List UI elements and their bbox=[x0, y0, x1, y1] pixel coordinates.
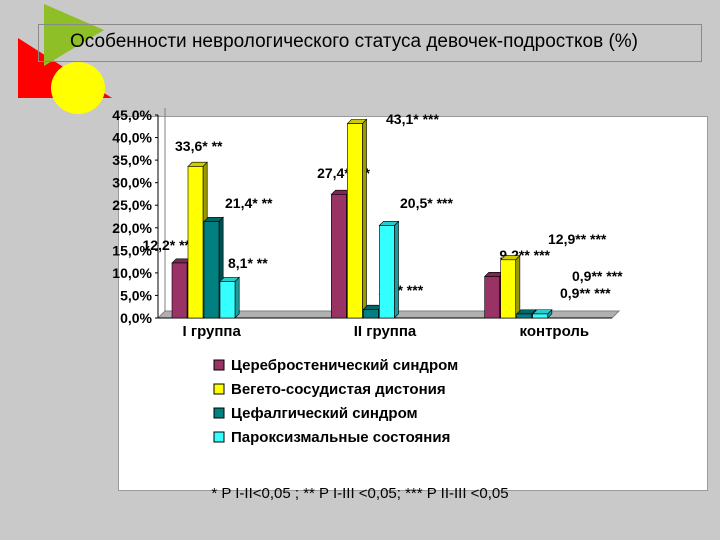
legend-swatch bbox=[213, 431, 225, 443]
legend-label: Пароксизмальные состояния bbox=[231, 429, 450, 446]
data-label: 0,9** *** bbox=[560, 285, 611, 301]
x-category-label: II группа bbox=[354, 323, 417, 340]
bar-side bbox=[362, 118, 367, 319]
y-tick-label: 10,0% bbox=[112, 265, 152, 281]
data-label: 12,9** *** bbox=[548, 231, 607, 247]
y-tick-label: 30,0% bbox=[112, 175, 152, 191]
data-label: 8,1* ** bbox=[228, 255, 268, 271]
bar bbox=[203, 221, 220, 319]
chart-title: Особенности неврологического статуса дев… bbox=[70, 31, 638, 52]
legend-swatch bbox=[213, 383, 225, 395]
y-tick-label: 45,0% bbox=[112, 107, 152, 123]
legend-label: Церебростенический синдром bbox=[231, 357, 458, 374]
data-label: 20,5* *** bbox=[400, 195, 453, 211]
y-tick-label: 15,0% bbox=[112, 242, 152, 258]
bar-side bbox=[515, 254, 521, 319]
significance-footnote: * P I-II<0,05 ; ** P I-III <0,05; *** P … bbox=[211, 485, 509, 502]
bar bbox=[187, 166, 204, 319]
logo-green-triangle bbox=[44, 4, 104, 66]
legend-label: Вегето-сосудистая дистония bbox=[231, 381, 446, 398]
y-tick-label: 5,0% bbox=[120, 287, 152, 303]
bar-side bbox=[394, 220, 399, 319]
legend-swatch bbox=[213, 359, 225, 371]
y-tick-label: 0,0% bbox=[120, 310, 152, 326]
data-label: 33,6* ** bbox=[175, 138, 223, 154]
x-category-label: I группа bbox=[182, 323, 241, 340]
bar bbox=[219, 281, 236, 319]
y-tick-label: 40,0% bbox=[112, 130, 152, 146]
bar bbox=[363, 309, 379, 319]
bar bbox=[532, 313, 548, 319]
bar bbox=[347, 123, 363, 319]
x-category-label: контроль bbox=[520, 323, 590, 340]
legend-label: Цефалгический синдром bbox=[231, 405, 418, 422]
data-label: 43,1* *** bbox=[386, 111, 439, 127]
y-tick-label: 20,0% bbox=[112, 220, 152, 236]
y-tick-label: 25,0% bbox=[112, 197, 152, 213]
logo-yellow-circle bbox=[51, 62, 105, 114]
bar bbox=[379, 225, 395, 319]
bar bbox=[171, 262, 188, 319]
chart-panel bbox=[118, 116, 708, 491]
y-tick-label: 35,0% bbox=[112, 152, 152, 168]
title-frame bbox=[38, 24, 702, 62]
logo-shapes bbox=[18, 4, 112, 114]
data-label: 21,4* ** bbox=[225, 195, 273, 211]
data-label: 12,2* ** bbox=[143, 237, 191, 253]
bar bbox=[500, 259, 516, 319]
bar-side bbox=[234, 276, 240, 319]
bar bbox=[331, 194, 347, 319]
legend-swatch bbox=[213, 407, 225, 419]
data-label: 0,9** *** bbox=[572, 268, 623, 284]
bar bbox=[484, 276, 500, 319]
bar bbox=[516, 313, 532, 319]
